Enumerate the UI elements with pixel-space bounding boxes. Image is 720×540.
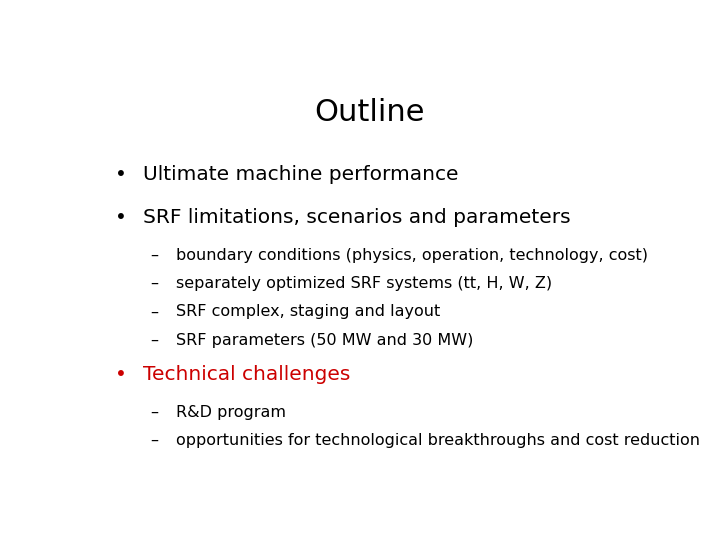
Text: R&D program: R&D program <box>176 404 287 420</box>
Text: –: – <box>150 433 158 448</box>
Text: separately optimized SRF systems (tt, H, W, Z): separately optimized SRF systems (tt, H,… <box>176 276 553 291</box>
Text: opportunities for technological breakthroughs and cost reduction: opportunities for technological breakthr… <box>176 433 701 448</box>
Text: SRF complex, staging and layout: SRF complex, staging and layout <box>176 305 441 319</box>
Text: boundary conditions (physics, operation, technology, cost): boundary conditions (physics, operation,… <box>176 248 649 263</box>
Text: –: – <box>150 276 158 291</box>
Text: •: • <box>114 165 127 184</box>
Text: Technical challenges: Technical challenges <box>143 365 351 384</box>
Text: Ultimate machine performance: Ultimate machine performance <box>143 165 459 184</box>
Text: Outline: Outline <box>314 98 424 127</box>
Text: •: • <box>114 365 127 384</box>
Text: –: – <box>150 404 158 420</box>
Text: –: – <box>150 248 158 263</box>
Text: –: – <box>150 333 158 348</box>
Text: •: • <box>114 208 127 227</box>
Text: SRF limitations, scenarios and parameters: SRF limitations, scenarios and parameter… <box>143 208 571 227</box>
Text: –: – <box>150 305 158 319</box>
Text: SRF parameters (50 MW and 30 MW): SRF parameters (50 MW and 30 MW) <box>176 333 474 348</box>
